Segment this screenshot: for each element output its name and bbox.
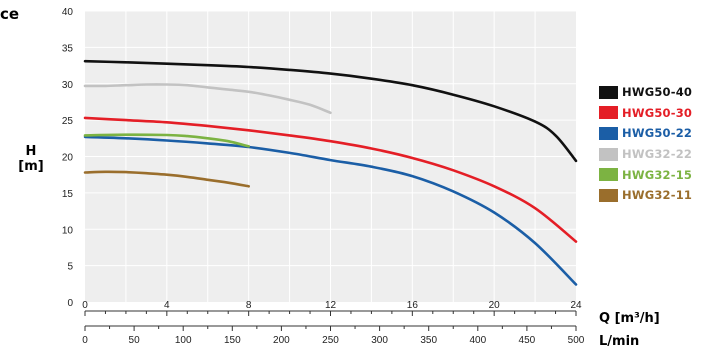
x-tick-label-m3h: 12 (325, 300, 337, 311)
legend-label: HWG50-30 (622, 105, 693, 120)
x-tick-label-lmin: 200 (273, 335, 290, 346)
series-line-hwg32-22 (83, 83, 332, 115)
series-line-hwg50-40 (83, 59, 578, 163)
legend-item-hwg32-11: HWG32-11 (599, 185, 707, 205)
y-tick-label: 40 (62, 7, 74, 18)
legend-item-hwg32-22: HWG32-22 (599, 144, 707, 164)
legend-swatch (599, 188, 618, 202)
x-tick-label-lmin: 450 (519, 335, 536, 346)
x-tick-label-lmin: 400 (469, 335, 486, 346)
title-fragment: ce (0, 5, 19, 23)
legend-item-hwg50-30: HWG50-30 (599, 103, 707, 123)
y-tick-label: 5 (67, 262, 73, 273)
y-tick-label: 20 (62, 153, 74, 164)
x-tick-label-m3h: 16 (407, 300, 419, 311)
x-tick-label-m3h: 8 (246, 300, 252, 311)
x-axis-label-m3h: Q [m³/h] (599, 311, 660, 326)
series-line-hwg32-15 (83, 133, 250, 148)
legend-label: HWG32-11 (622, 188, 693, 203)
series-line-hwg50-22 (83, 135, 578, 286)
legend-item-hwg50-40: HWG50-40 (599, 82, 707, 102)
legend: HWG50-40 HWG50-30 HWG50-22 HWG32-22 HWG32-15… (599, 82, 707, 206)
legend-swatch (599, 106, 618, 120)
x-tick-label-lmin: 350 (420, 335, 437, 346)
y-axis-label: H (26, 144, 37, 159)
legend-label: HWG50-22 (622, 126, 693, 141)
series-lines (83, 59, 578, 286)
x-tick-label-lmin: 300 (371, 335, 388, 346)
y-tick-label: 25 (62, 116, 74, 127)
x-tick-label-m3h: 4 (164, 300, 170, 311)
legend-label: HWG32-15 (622, 167, 693, 182)
x-tick-label-lmin: 0 (82, 335, 88, 346)
legend-swatch (599, 168, 618, 182)
y-axis-unit: [m] (18, 159, 43, 174)
grid (85, 10, 576, 302)
legend-label: HWG50-40 (622, 85, 693, 99)
series-line-hwg32-11 (83, 170, 250, 188)
x-tick-label-lmin: 50 (129, 335, 141, 346)
x-axis-label-lmin: L/min (599, 334, 639, 349)
y-tick-label: 10 (62, 225, 74, 236)
x-tick-label-m3h: 24 (570, 300, 582, 311)
y-tick-label: 30 (62, 80, 74, 91)
x-tick-label-m3h: 20 (489, 300, 501, 311)
legend-swatch (599, 126, 618, 140)
legend-item-hwg50-22: HWG50-22 (599, 123, 707, 143)
y-tick-label: 15 (62, 189, 74, 200)
x-tick-label-lmin: 100 (175, 335, 192, 346)
legend-swatch (599, 147, 618, 161)
legend-label: HWG32-22 (622, 147, 693, 162)
y-tick-label: 35 (62, 43, 74, 54)
x-tick-label-lmin: 250 (322, 335, 339, 346)
x-tick-label-lmin: 500 (568, 335, 585, 346)
x-tick-label-m3h: 0 (82, 300, 88, 311)
series-line-hwg50-30 (83, 116, 578, 243)
legend-swatch (599, 85, 618, 99)
y-tick-label: 0 (67, 298, 73, 309)
x-tick-label-lmin: 150 (224, 335, 241, 346)
legend-item-hwg32-15: HWG32-15 (599, 165, 707, 185)
